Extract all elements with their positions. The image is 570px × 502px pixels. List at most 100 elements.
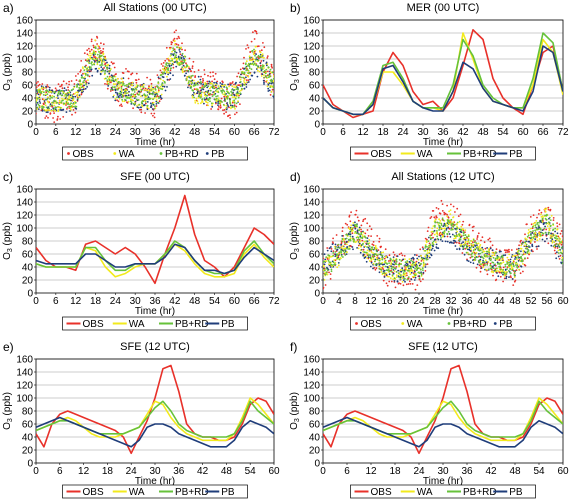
data-point [120, 90, 123, 92]
data-point [229, 117, 232, 119]
data-point [525, 223, 528, 226]
data-point [535, 245, 538, 248]
data-point [129, 86, 131, 89]
data-point [43, 98, 45, 101]
data-point [323, 279, 326, 281]
data-point [374, 258, 377, 261]
legend-item-obs: OBS [354, 149, 392, 160]
data-point [104, 55, 106, 58]
data-point [506, 261, 509, 264]
data-point [360, 224, 363, 227]
data-point [117, 80, 120, 83]
data-point [270, 85, 273, 87]
data-point [169, 47, 172, 50]
data-point [494, 263, 496, 266]
data-point [395, 276, 398, 279]
data-point [395, 263, 398, 265]
data-point [139, 84, 142, 87]
data-point [263, 81, 265, 84]
data-point [221, 90, 223, 93]
data-point [411, 265, 414, 268]
data-point [199, 96, 202, 99]
x-tick-label: 0 [33, 127, 39, 138]
data-point [508, 270, 510, 272]
data-point [86, 71, 89, 74]
x-tick-label: 36 [149, 296, 161, 307]
data-point [435, 207, 438, 209]
data-point [400, 263, 402, 266]
data-point [556, 251, 558, 254]
data-point [217, 91, 220, 94]
data-point [267, 66, 270, 68]
data-point [529, 227, 532, 230]
data-point [368, 245, 371, 248]
data-point [520, 244, 523, 247]
data-point [387, 268, 390, 271]
data-point [451, 228, 454, 231]
data-point [238, 90, 241, 93]
data-point [557, 252, 560, 254]
data-point [358, 226, 361, 229]
data-point [362, 254, 365, 257]
data-point [491, 254, 494, 257]
data-point [342, 256, 344, 258]
x-tick-label: 18 [90, 296, 102, 307]
data-point [211, 93, 213, 96]
data-point [237, 88, 239, 91]
data-point [224, 84, 227, 87]
data-point [385, 262, 388, 265]
data-point [503, 249, 506, 252]
data-point [185, 62, 187, 65]
data-point [154, 107, 157, 110]
data-point [369, 265, 372, 268]
data-point [74, 111, 77, 114]
data-point [227, 115, 229, 118]
data-point [183, 61, 186, 63]
data-point [530, 223, 533, 226]
y-tick-label: 60 [309, 250, 321, 261]
data-point [417, 261, 420, 264]
data-point [116, 92, 119, 95]
data-point [186, 76, 189, 79]
data-point [185, 79, 188, 81]
data-point [430, 237, 433, 240]
x-tick-label: 72 [268, 127, 280, 138]
data-point [86, 49, 89, 52]
data-point [420, 260, 423, 262]
data-point [239, 85, 242, 88]
data-point [42, 88, 45, 91]
data-point [349, 220, 352, 223]
data-point [344, 222, 347, 225]
data-point [173, 37, 176, 40]
data-point [382, 256, 384, 259]
data-point [87, 74, 89, 77]
data-point [515, 261, 518, 264]
data-point [249, 59, 252, 62]
data-point [351, 232, 354, 235]
data-point [425, 241, 428, 244]
data-point [479, 260, 482, 263]
data-point [120, 85, 123, 88]
data-point [104, 62, 107, 65]
data-point [402, 274, 404, 277]
data-point [346, 251, 348, 254]
data-point [110, 68, 112, 70]
data-point [88, 68, 91, 71]
data-point [167, 62, 170, 65]
data-point [211, 82, 213, 85]
data-point [327, 259, 330, 262]
data-point [74, 92, 76, 95]
data-point [445, 227, 448, 230]
data-point [243, 81, 246, 84]
data-point [479, 249, 482, 252]
data-point [510, 268, 513, 271]
data-point [374, 244, 377, 247]
y-axis-label: O3 (ppb) [289, 53, 301, 91]
data-point [166, 65, 169, 67]
data-point [153, 112, 156, 115]
data-point [562, 250, 563, 252]
data-point [524, 241, 526, 244]
legend-label: PB [221, 319, 235, 330]
data-point [323, 288, 324, 290]
data-point [197, 69, 200, 71]
